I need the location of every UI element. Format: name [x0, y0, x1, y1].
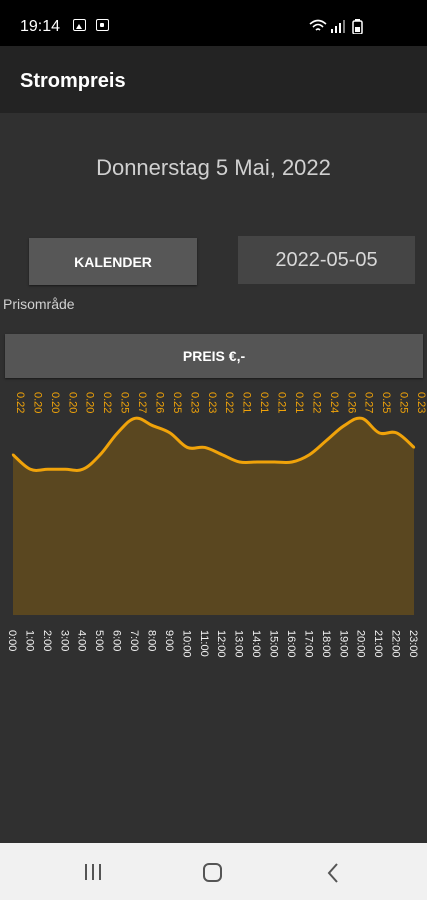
data-point-13	[238, 460, 241, 464]
price-area-label: Prisområde	[3, 296, 75, 312]
value-label: 0.22	[101, 392, 113, 413]
hour-label: 21:00	[372, 630, 384, 658]
data-points	[11, 417, 416, 471]
home-icon[interactable]	[202, 862, 224, 884]
hour-label: 3:00	[58, 630, 70, 651]
data-point-1	[29, 468, 32, 471]
data-point-8	[151, 424, 154, 427]
signal-icon	[331, 20, 345, 33]
value-label: 0.20	[66, 392, 78, 413]
back-icon[interactable]	[324, 862, 342, 884]
data-point-12	[221, 453, 224, 456]
value-label: 0.20	[31, 392, 43, 413]
app-notification-icon	[96, 19, 109, 31]
system-status-icons	[309, 19, 363, 34]
value-label: 0.23	[206, 392, 218, 413]
hour-label: 17:00	[302, 630, 314, 658]
hour-label: 2:00	[41, 630, 53, 651]
data-point-4	[81, 468, 84, 471]
hour-label: 16:00	[285, 630, 297, 658]
hour-label: 13:00	[233, 630, 245, 658]
value-label: 0.22	[310, 392, 322, 413]
hour-label: 15:00	[268, 630, 280, 658]
value-label: 0.21	[258, 392, 270, 413]
value-label: 0.21	[293, 392, 305, 413]
data-point-10	[186, 446, 189, 449]
hour-label: 20:00	[355, 630, 367, 658]
hour-label: 12:00	[215, 630, 227, 658]
data-point-5	[98, 453, 102, 456]
status-bar: 19:14	[0, 0, 427, 46]
data-point-21	[377, 431, 381, 435]
value-label: 0.21	[241, 392, 253, 413]
value-label: 0.27	[136, 392, 148, 413]
data-point-3	[64, 468, 67, 471]
data-point-18	[325, 438, 329, 442]
selected-date-heading: Donnerstag 5 Mai, 2022	[96, 155, 331, 180]
value-label: 0.25	[398, 392, 410, 413]
price-chart: 0.22 0.20 0.20 0.20 0.20 0.22 0.25 0.27 0.26 0.25…	[6, 392, 427, 658]
date-field[interactable]: 2022-05-05	[238, 236, 415, 284]
app-title: Strompreis	[20, 70, 126, 92]
hour-label: 19:00	[337, 630, 349, 658]
data-point-11	[203, 446, 206, 449]
hour-labels: 0:00 1:00 2:00 3:00 4:00 5:00 6:00 7:00 8:00 9:00…	[6, 630, 419, 658]
data-point-19	[343, 424, 346, 427]
data-point-7	[133, 417, 137, 420]
value-label: 0.25	[380, 392, 392, 413]
hour-label: 4:00	[76, 630, 88, 651]
data-point-20	[360, 417, 363, 420]
data-point-17	[308, 453, 311, 456]
value-labels: 0.22 0.20 0.20 0.20 0.20 0.22 0.25 0.27 0.26 0.25…	[14, 392, 427, 413]
value-label: 0.25	[171, 392, 183, 413]
data-point-2	[46, 468, 50, 471]
data-point-15	[273, 460, 276, 464]
data-point-22	[395, 431, 398, 435]
hour-label: 1:00	[23, 630, 35, 651]
calendar-button[interactable]: KALENDER	[29, 238, 197, 285]
value-label: 0.21	[276, 392, 288, 413]
value-label: 0.26	[153, 392, 165, 413]
price-area-fill	[13, 418, 414, 615]
data-point-16	[290, 460, 294, 464]
data-point-23	[412, 446, 416, 449]
value-label: 0.22	[223, 392, 235, 413]
hour-label: 7:00	[128, 630, 140, 651]
value-label: 0.20	[84, 392, 96, 413]
price-line	[11, 416, 416, 472]
value-label: 0.26	[345, 392, 357, 413]
hour-label: 11:00	[198, 630, 210, 657]
hour-label: 14:00	[250, 630, 262, 658]
navigation-bar	[0, 843, 427, 900]
wifi-icon	[309, 19, 327, 31]
hour-label: 8:00	[145, 630, 157, 651]
value-label: 0.20	[49, 392, 61, 413]
recent-apps-icon[interactable]	[82, 862, 104, 882]
data-point-6	[116, 431, 119, 435]
hour-label: 18:00	[320, 630, 332, 658]
gallery-notification-icon	[73, 19, 86, 31]
hour-label: 0:00	[6, 630, 18, 651]
status-time: 19:14	[20, 18, 61, 35]
hour-label: 6:00	[111, 630, 123, 651]
data-point-9	[168, 431, 172, 435]
hour-label: 23:00	[407, 630, 419, 658]
value-label: 0.25	[119, 392, 131, 413]
app-bar: Strompreis	[0, 46, 427, 113]
data-point-14	[255, 460, 259, 464]
value-label: 0.22	[14, 392, 26, 413]
value-label: 0.27	[363, 392, 375, 413]
data-point-0	[11, 453, 15, 456]
hour-label: 22:00	[390, 630, 402, 658]
value-label: 0.24	[328, 392, 340, 413]
price-button[interactable]: PREIS €,-	[5, 334, 423, 378]
value-label: 0.23	[188, 392, 200, 413]
battery-icon	[352, 19, 363, 34]
hour-label: 9:00	[163, 630, 175, 651]
hour-label: 10:00	[180, 630, 192, 658]
hour-label: 5:00	[93, 630, 105, 651]
value-label: 0.23	[415, 392, 427, 413]
